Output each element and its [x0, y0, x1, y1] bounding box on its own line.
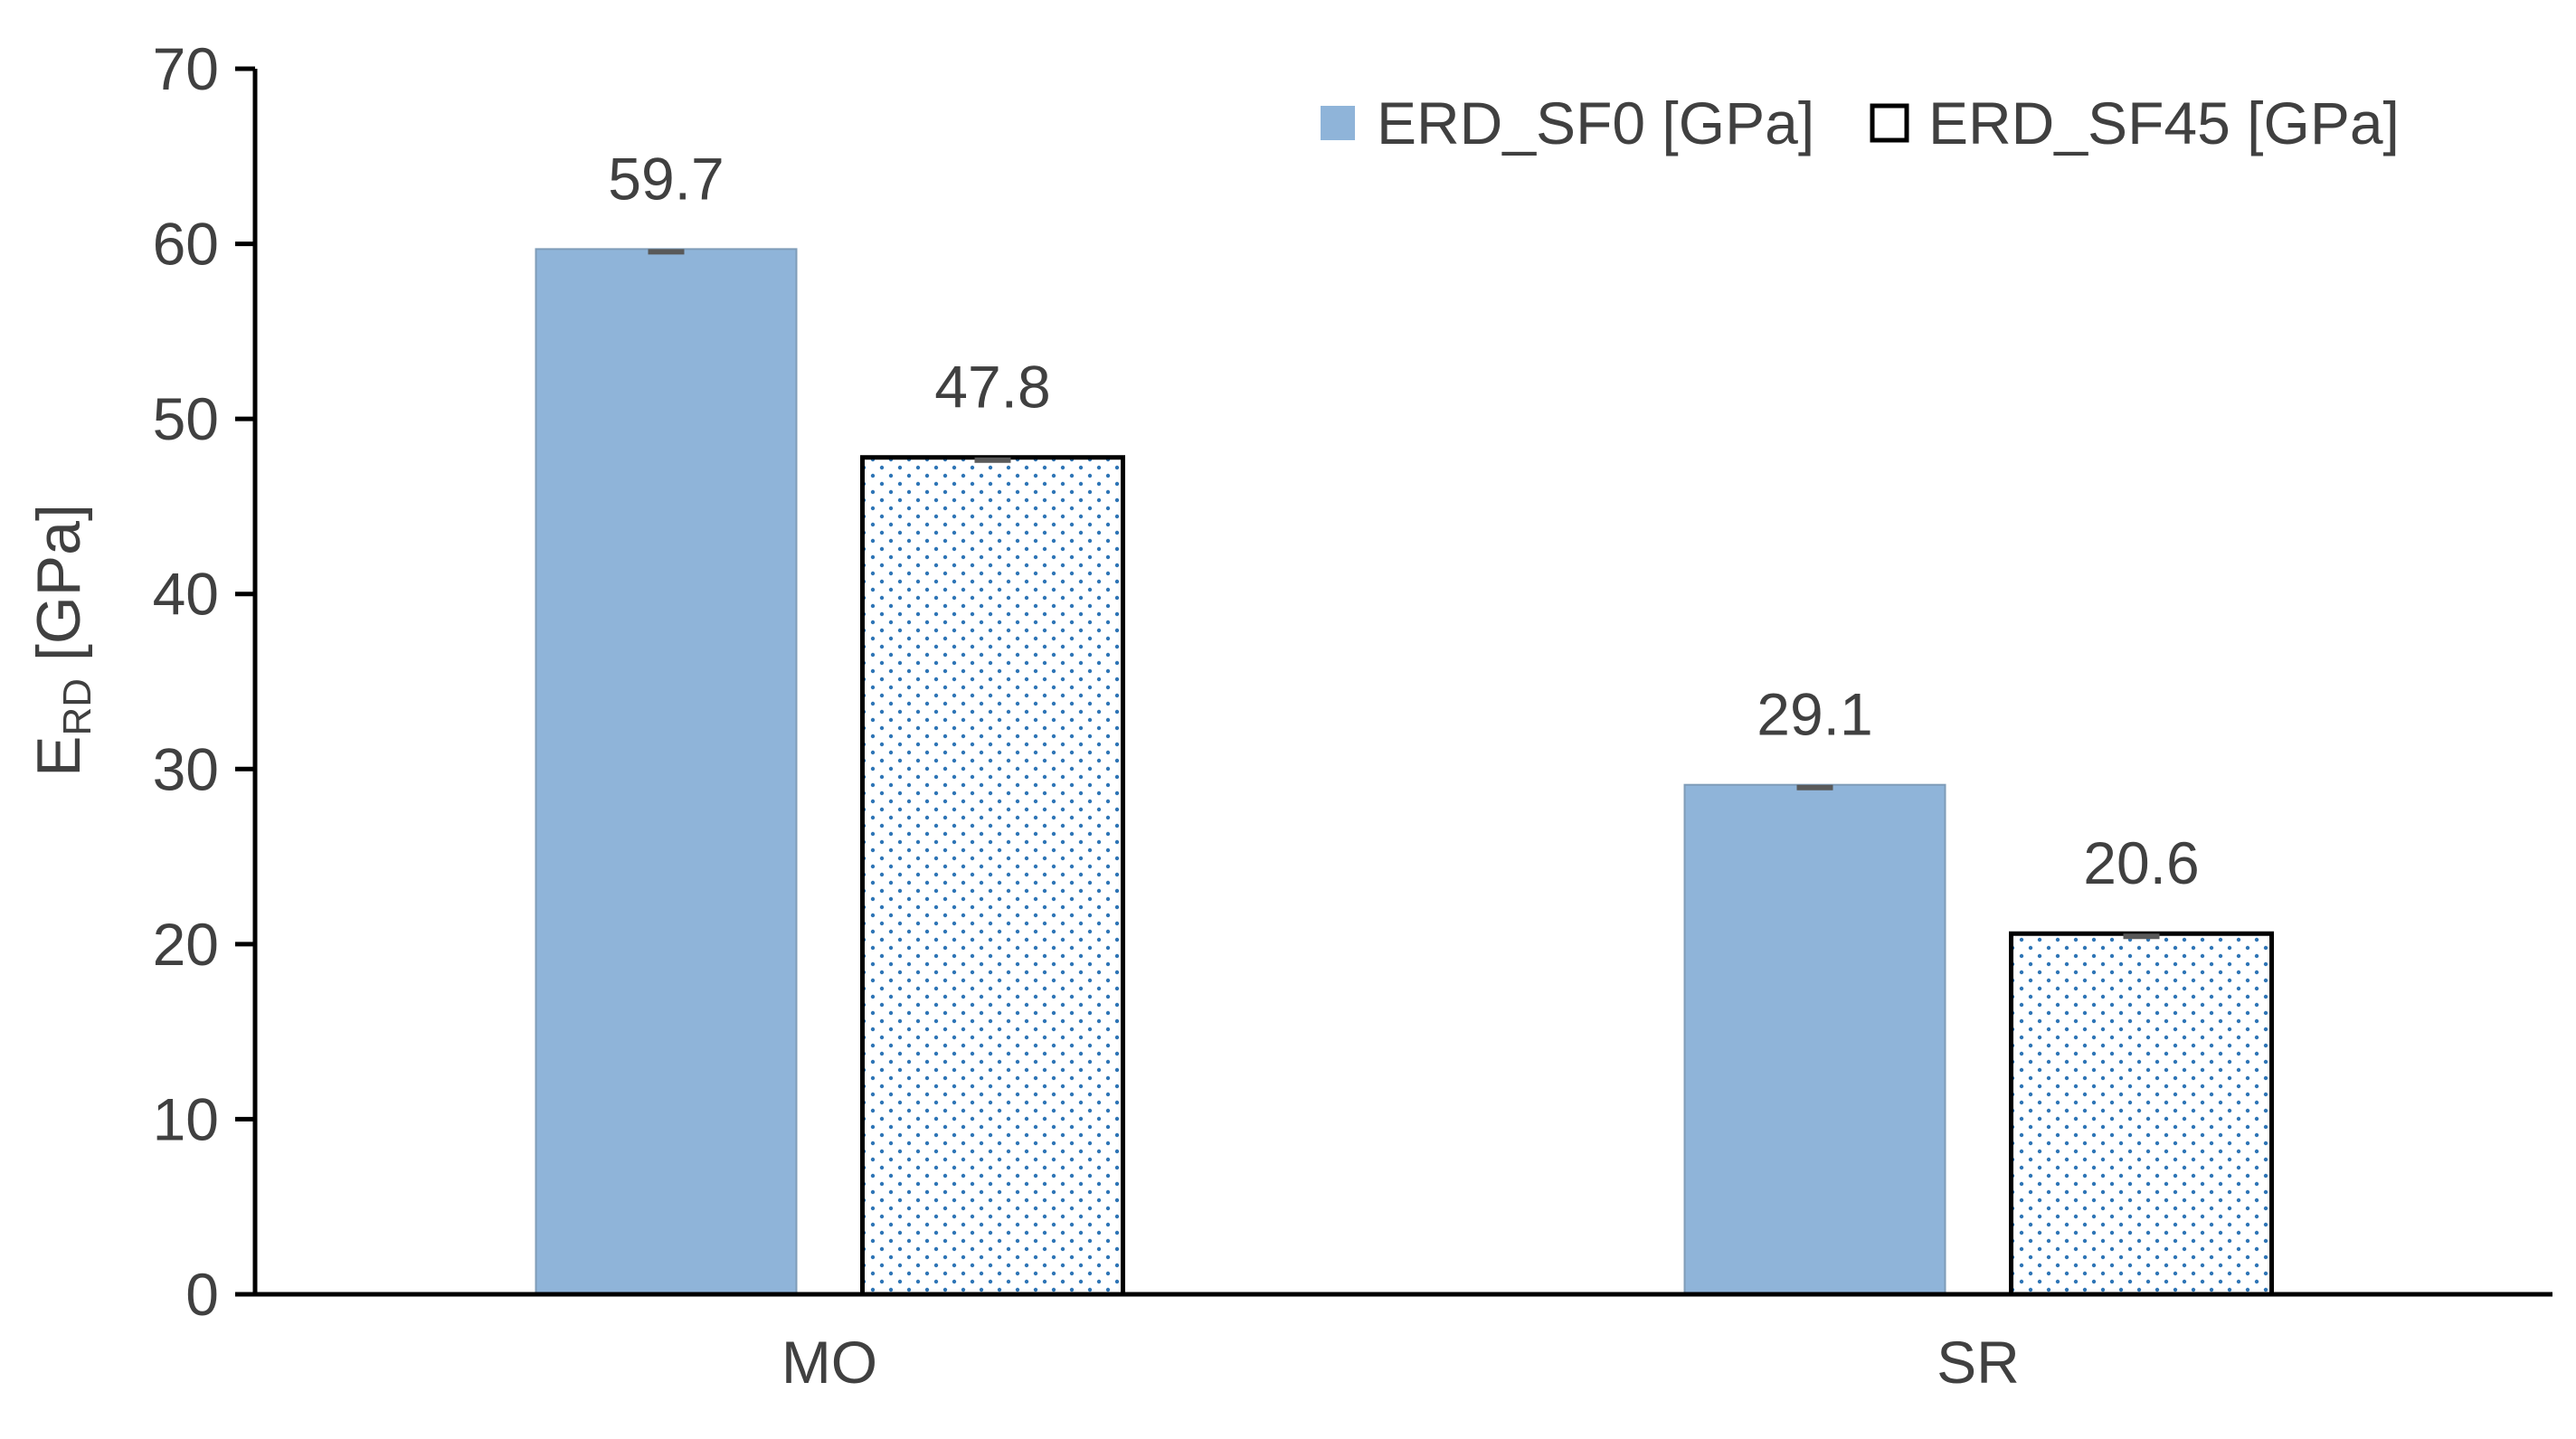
- y-axis-label-unit: [GPa]: [24, 504, 93, 678]
- data-label-mo-series-1: 59.7: [608, 145, 724, 212]
- y-tick-label-30: 30: [153, 735, 219, 802]
- y-axis-label-subscript: RD: [55, 678, 99, 736]
- x-tick-label-sr: SR: [1937, 1329, 2020, 1396]
- data-label-sr-series-1: 29.1: [1757, 681, 1872, 748]
- y-tick-label-50: 50: [153, 385, 219, 452]
- y-tick-label-10: 10: [153, 1085, 219, 1152]
- y-tick-label-70: 70: [153, 35, 219, 102]
- legend-swatch-series-1: [1321, 106, 1355, 140]
- y-tick-label-60: 60: [153, 211, 219, 278]
- y-tick-label-20: 20: [153, 911, 219, 978]
- legend-swatch-series-2: [1870, 103, 1909, 143]
- data-label-mo-series-2: 47.8: [934, 354, 1050, 421]
- y-axis-label: ERD [GPa]: [24, 504, 99, 777]
- bar-mo-series-1: [535, 248, 798, 1296]
- bar-sr-series-2: [2009, 931, 2274, 1297]
- svg-text:ERD [GPa]: ERD [GPa]: [24, 504, 99, 777]
- bar-sr-series-1: [1683, 783, 1946, 1295]
- legend-label-series-1: ERD_SF0 [GPa]: [1377, 90, 1814, 156]
- x-tick-label-mo: MO: [781, 1329, 877, 1396]
- y-tick-label-40: 40: [153, 561, 219, 628]
- legend: ERD_SF0 [GPa] ERD_SF45 [GPa]: [1321, 90, 2400, 156]
- legend-label-series-2: ERD_SF45 [GPa]: [1928, 90, 2400, 156]
- bar-mo-series-2: [860, 455, 1125, 1297]
- data-label-sr-series-2: 20.6: [2083, 829, 2199, 896]
- y-axis-label-main: E: [24, 735, 93, 776]
- y-tick-label-0: 0: [185, 1261, 219, 1328]
